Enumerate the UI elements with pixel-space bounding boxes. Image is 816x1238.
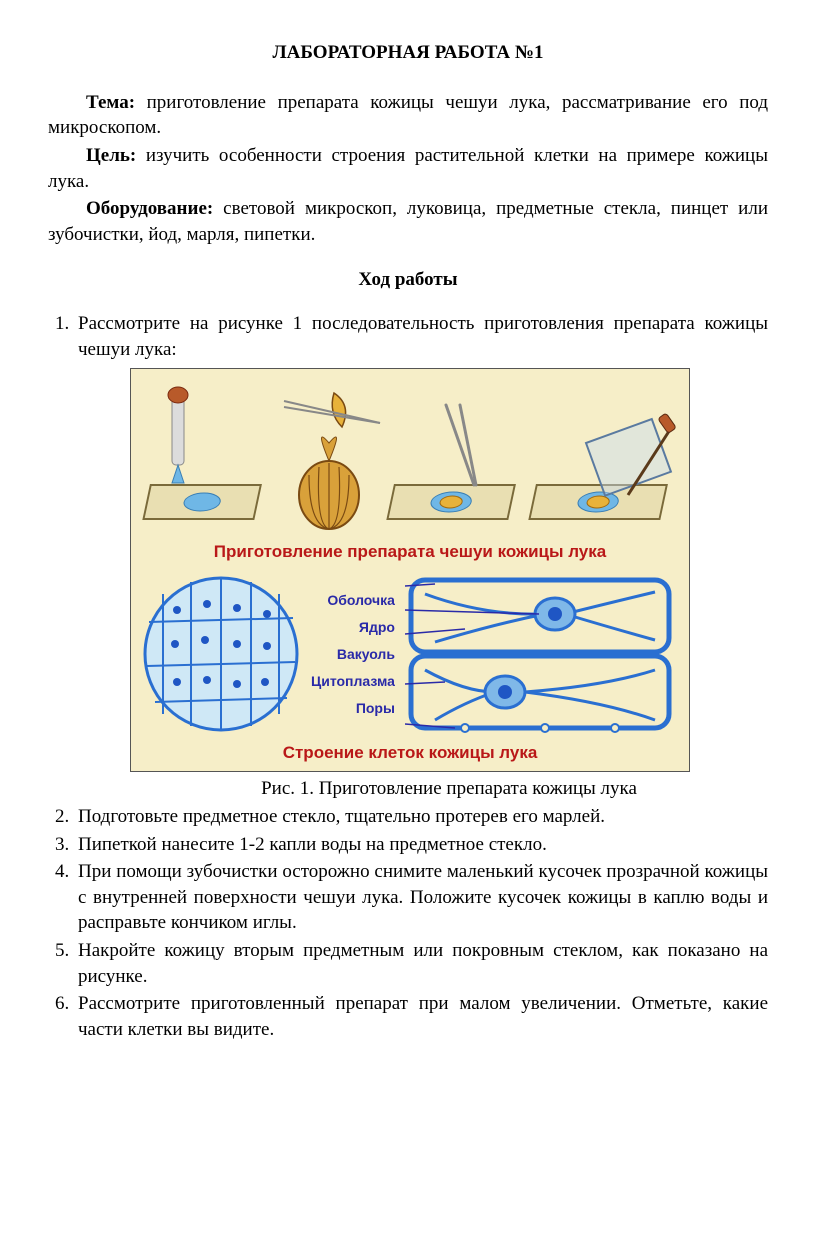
- step-6: Рассмотрите приготовленный препарат при …: [74, 991, 768, 1042]
- label-vacuole: Вакуоль: [311, 645, 395, 664]
- procedure-heading: Ход работы: [48, 267, 768, 293]
- theme-label: Тема:: [86, 92, 135, 113]
- step-2: Подготовьте предметное стекло, тщательно…: [74, 804, 768, 830]
- step-4: При помощи зубочистки осторожно снимите …: [74, 859, 768, 936]
- figure-wrap: Приготовление препарата чешуи кожицы лук…: [130, 368, 768, 802]
- figure-caption-top: Приготовление препарата чешуи кожицы лук…: [131, 539, 689, 570]
- theme-paragraph: Тема: приготовление препарата кожицы чеш…: [48, 90, 768, 141]
- goal-paragraph: Цель: изучить особенности строения расти…: [48, 143, 768, 194]
- step-1: Рассмотрите на рисунке 1 последовательно…: [74, 311, 768, 802]
- panel-pipette-icon: [142, 385, 272, 535]
- equipment-paragraph: Оборудование: световой микроскоп, лукови…: [48, 196, 768, 247]
- panel-tweezers-icon: [386, 385, 526, 535]
- figure-top-row: [131, 369, 689, 539]
- cell-labels: Оболочка Ядро Вакуоль Цитоплазма Поры: [311, 591, 395, 717]
- cell-closeup-icon: [405, 574, 675, 734]
- steps-list: Рассмотрите на рисунке 1 последовательно…: [48, 311, 768, 1043]
- figure-caption-bottom: Строение клеток кожицы лука: [131, 740, 689, 771]
- goal-label: Цель:: [86, 145, 136, 166]
- figure-box: Приготовление препарата чешуи кожицы лук…: [130, 368, 690, 772]
- theme-text: приготовление препарата кожицы чешуи лук…: [48, 92, 768, 139]
- label-cytoplasm: Цитоплазма: [311, 672, 395, 691]
- figure-caption-below: Рис. 1. Приготовление препарата кожицы л…: [130, 776, 768, 802]
- panel-onion-icon: [274, 385, 384, 535]
- page-title: ЛАБОРАТОРНАЯ РАБОТА №1: [48, 40, 768, 66]
- label-shell: Оболочка: [311, 591, 395, 610]
- goal-text: изучить особенности строения растительно…: [48, 145, 768, 192]
- figure-bottom-row: Оболочка Ядро Вакуоль Цитоплазма Поры: [131, 570, 689, 740]
- equipment-label: Оборудование:: [86, 198, 213, 219]
- step-5: Накройте кожицу вторым предметным или по…: [74, 938, 768, 989]
- step-3: Пипеткой нанесите 1-2 капли воды на пред…: [74, 832, 768, 858]
- panel-coverslip-icon: [528, 385, 678, 535]
- label-nucleus: Ядро: [311, 618, 395, 637]
- label-pores: Поры: [311, 699, 395, 718]
- microscope-field-icon: [141, 574, 301, 734]
